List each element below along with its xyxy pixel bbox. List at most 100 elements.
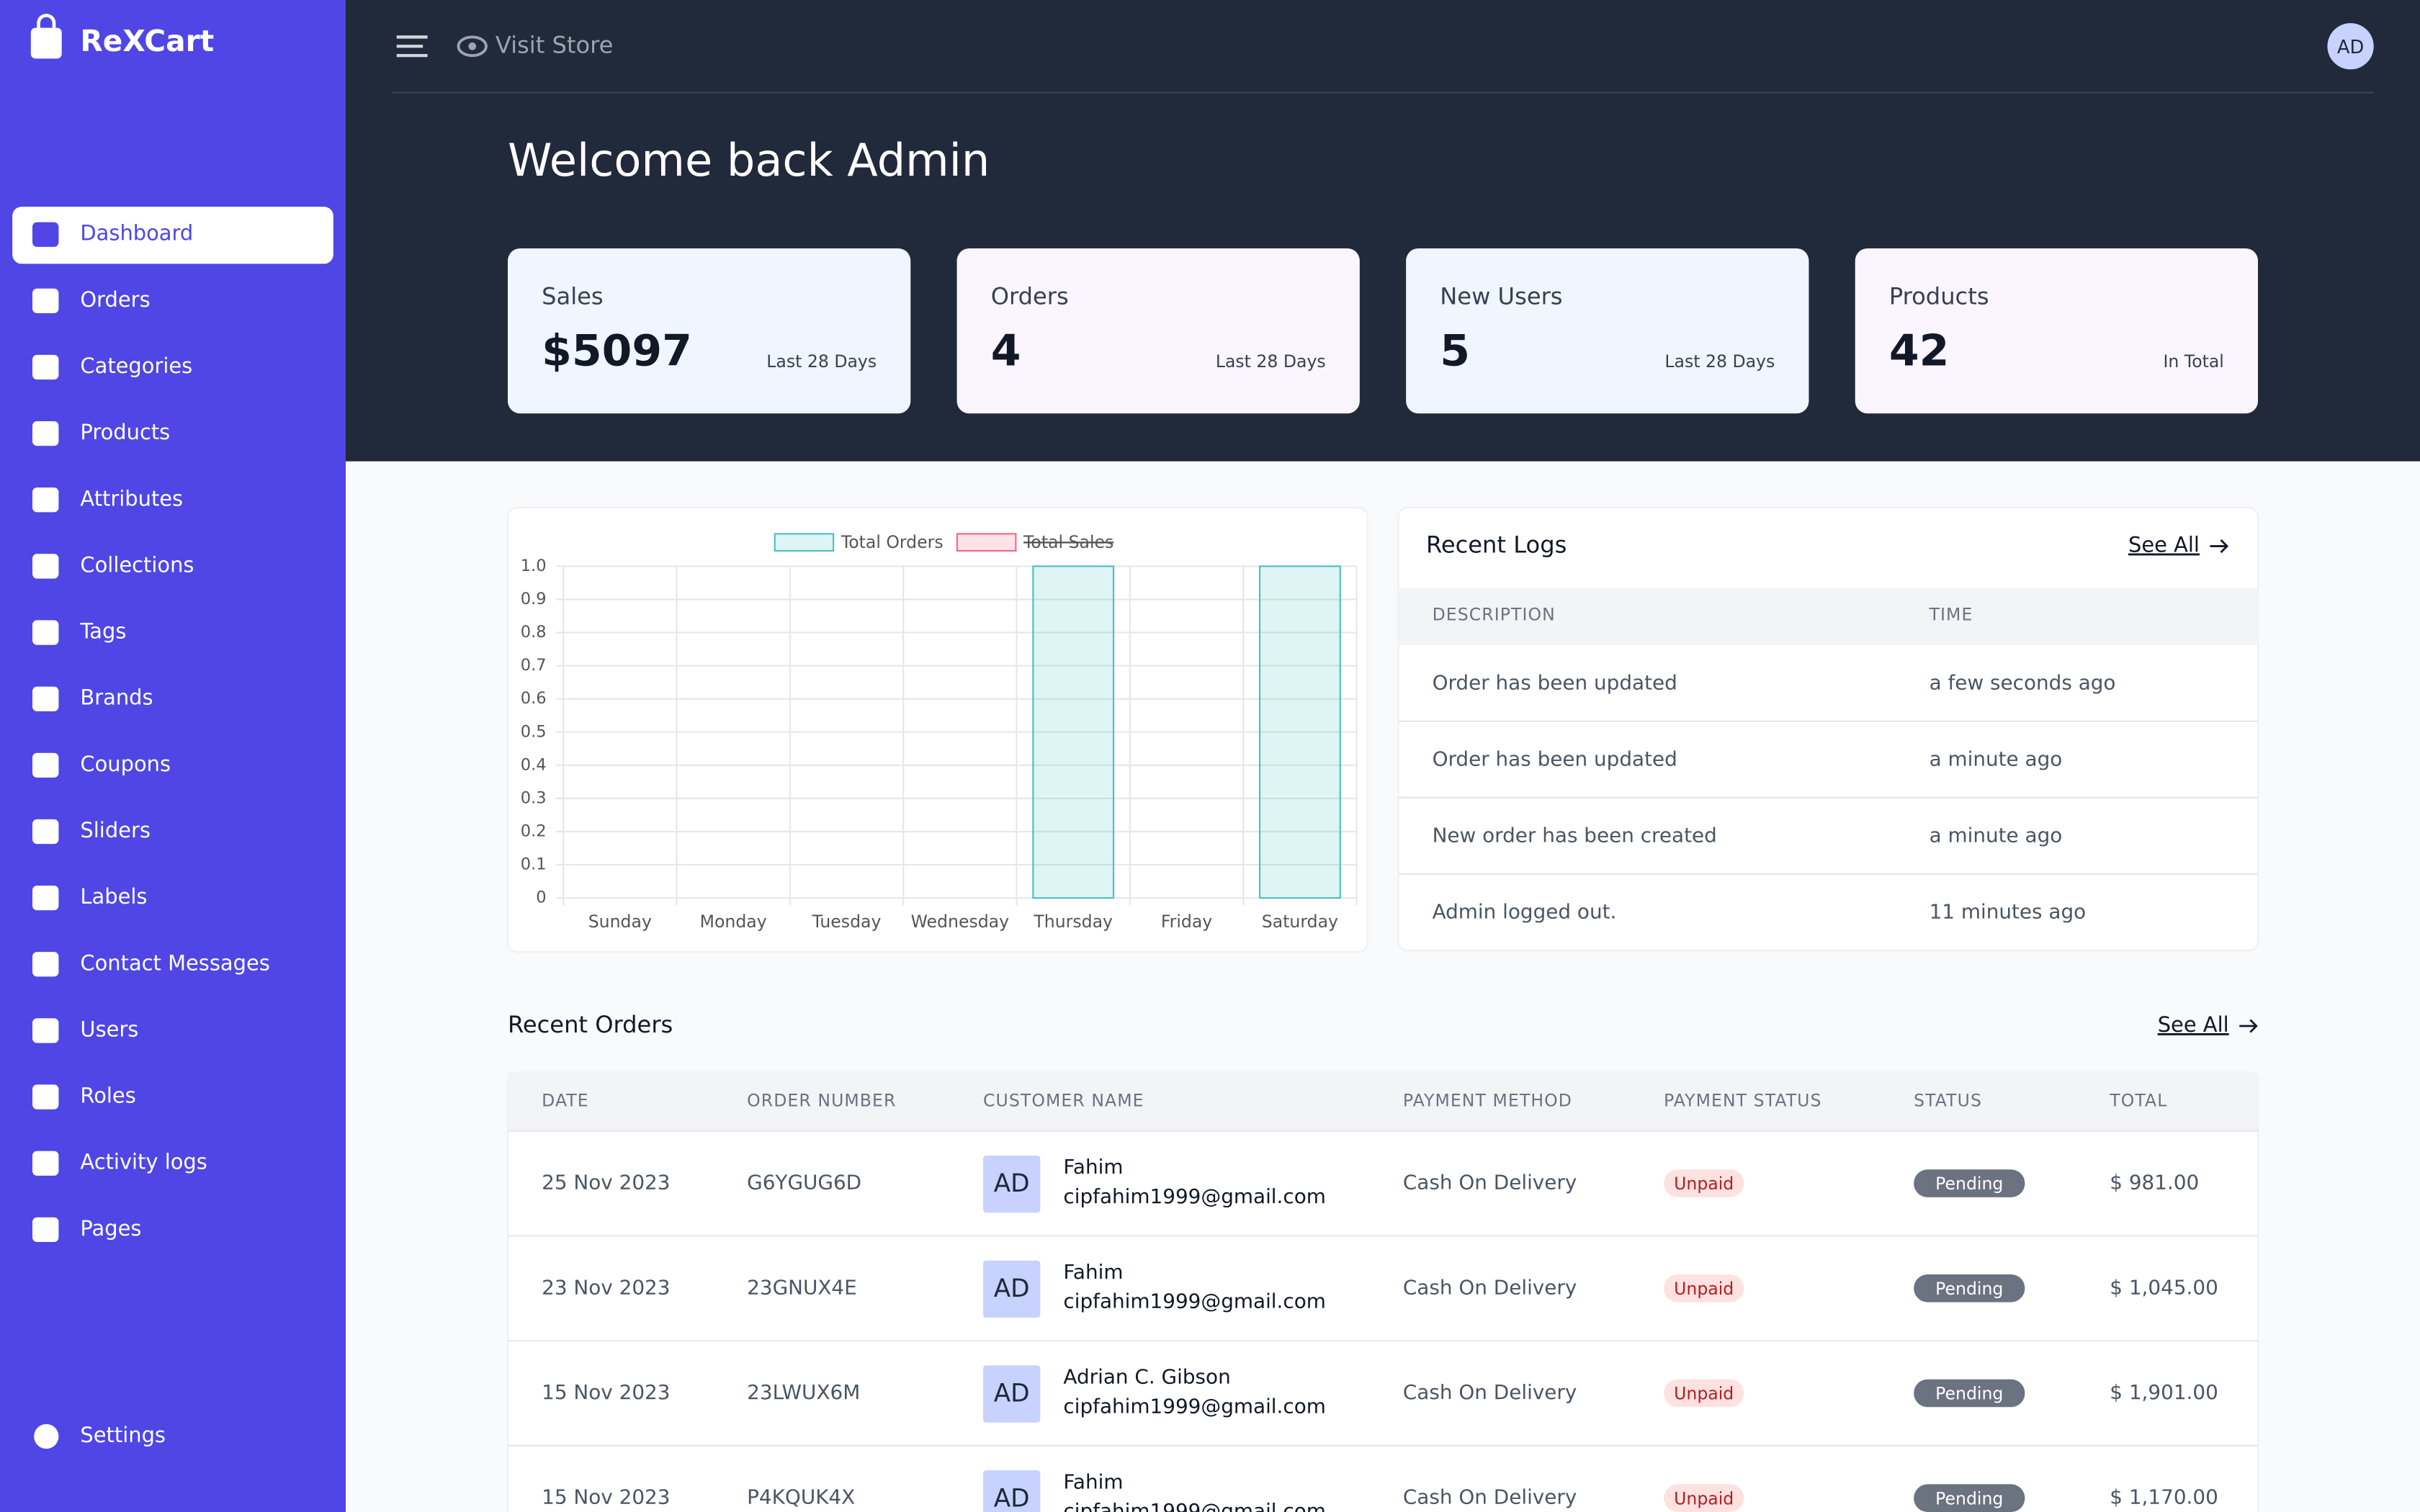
menu-item[interactable]: Categories xyxy=(80,354,192,378)
order-date: 15 Nov 2023 xyxy=(542,1485,670,1509)
y-tick-label: 0.7 xyxy=(521,656,547,675)
legend-label[interactable]: Total Orders xyxy=(841,532,944,552)
status-pill xyxy=(1914,1484,2025,1512)
legend-swatch[interactable] xyxy=(956,533,1017,552)
order-number: 23GNUX4E xyxy=(747,1275,857,1299)
stat-value: 4 xyxy=(991,325,1021,376)
menu-icon xyxy=(32,1151,59,1176)
stat-label: Products xyxy=(1889,283,1989,310)
legend-label[interactable]: Total Sales xyxy=(1023,532,1113,552)
order-status: Pending xyxy=(1935,1384,2003,1404)
menu-icon xyxy=(32,686,59,711)
customer-name: Adrian C. Gibson xyxy=(1063,1365,1230,1389)
menu-item[interactable]: Orders xyxy=(80,287,150,312)
log-cell: New order has been created xyxy=(1433,823,1717,847)
bar xyxy=(1032,565,1115,899)
menu-item[interactable]: Brands xyxy=(80,685,153,710)
log-cell: a few seconds ago xyxy=(1930,670,2116,694)
status-pill xyxy=(1914,1379,2025,1408)
avatar[interactable] xyxy=(2327,23,2374,70)
menu-item[interactable]: Products xyxy=(80,420,170,444)
payment-status: Unpaid xyxy=(1674,1279,1734,1299)
stat-card xyxy=(1855,248,2258,414)
payment-pill xyxy=(1664,1274,1744,1302)
menu-item[interactable]: Sliders xyxy=(80,818,150,842)
order-status: Pending xyxy=(1935,1488,2003,1508)
menu-active xyxy=(12,207,333,264)
menu-item[interactable]: Roles xyxy=(80,1084,135,1108)
order-total: $ 981.00 xyxy=(2110,1171,2199,1194)
x-tick-label: Sunday xyxy=(588,912,652,932)
menu-item[interactable]: Activity logs xyxy=(80,1150,207,1174)
stat-card xyxy=(956,248,1360,414)
stat-card xyxy=(1406,248,1809,414)
x-tick-label: Wednesday xyxy=(911,912,1009,932)
order-number: G6YGUG6D xyxy=(747,1171,861,1194)
order-total: $ 1,170.00 xyxy=(2110,1485,2218,1509)
menu-item[interactable]: Contact Messages xyxy=(80,950,269,975)
menu-item[interactable]: Dashboard xyxy=(80,221,193,246)
x-tick-label: Friday xyxy=(1161,912,1212,932)
customer-avatar-text: AD xyxy=(994,1274,1030,1303)
stat-card xyxy=(508,248,911,414)
visit-store[interactable]: Visit Store xyxy=(496,31,614,58)
y-tick-label: 0.4 xyxy=(521,755,547,774)
menu-item[interactable]: Pages xyxy=(80,1216,141,1241)
menu-icon xyxy=(32,421,59,446)
log-cell: a minute ago xyxy=(1930,747,2063,770)
stat-value: 5 xyxy=(1440,325,1470,376)
order-date: 15 Nov 2023 xyxy=(542,1380,670,1404)
menu-item[interactable]: Tags xyxy=(79,619,126,644)
menu-item[interactable]: Settings xyxy=(80,1423,166,1447)
customer-avatar xyxy=(983,1365,1041,1423)
menu-icon xyxy=(32,886,59,911)
settings-icon xyxy=(34,1423,59,1449)
x-tick-label: Saturday xyxy=(1262,912,1338,932)
x-tick-label: Thursday xyxy=(1033,912,1113,932)
customer-avatar-text: AD xyxy=(994,1380,1030,1408)
orders-column: CUSTOMER NAME xyxy=(983,1091,1144,1111)
menu-item[interactable]: Users xyxy=(80,1017,138,1041)
menu-item[interactable]: Labels xyxy=(80,884,147,909)
orders-title: Recent Orders xyxy=(508,1011,673,1038)
see-all[interactable]: See All xyxy=(2128,533,2200,557)
y-tick-label: 0.3 xyxy=(521,788,547,807)
payment-status: Unpaid xyxy=(1674,1174,1734,1194)
customer-name: Fahim xyxy=(1063,1260,1123,1284)
logs-head xyxy=(1398,588,2258,645)
menu-item[interactable]: Attributes xyxy=(80,486,183,510)
stat-label: Sales xyxy=(542,283,604,310)
menu-item[interactable]: Coupons xyxy=(80,752,171,776)
payment-pill xyxy=(1664,1379,1744,1408)
y-tick-label: 1.0 xyxy=(521,557,547,575)
chart-card xyxy=(506,506,1368,953)
menu-icon xyxy=(32,1084,59,1110)
welcome: Welcome back Admin xyxy=(508,134,990,186)
see-all[interactable]: See All xyxy=(2158,1012,2229,1037)
order-status: Pending xyxy=(1935,1279,2003,1299)
menu-icon xyxy=(32,819,59,845)
stat-note: Last 28 Days xyxy=(766,351,877,372)
orders-column: DATE xyxy=(542,1091,589,1111)
avatar-text: AD xyxy=(2337,37,2364,58)
payment-method: Cash On Delivery xyxy=(1403,1275,1577,1299)
menu-icon xyxy=(32,620,59,645)
customer-email: cipfahim1999@gmail.com xyxy=(1063,1394,1325,1418)
order-number: P4KQUK4X xyxy=(747,1485,855,1509)
legend-swatch[interactable] xyxy=(774,533,835,552)
logs-title: Recent Logs xyxy=(1426,531,1567,559)
menu-item[interactable]: Collections xyxy=(80,552,194,577)
log-cell: Order has been updated xyxy=(1433,670,1677,694)
order-date: 25 Nov 2023 xyxy=(542,1171,670,1194)
y-tick-label: 0.8 xyxy=(521,623,547,642)
stat-value: $5097 xyxy=(542,325,692,376)
bar xyxy=(1258,565,1341,899)
payment-status: Unpaid xyxy=(1674,1488,1734,1508)
logs-card xyxy=(1397,506,2259,952)
y-tick-label: 0.9 xyxy=(521,590,547,608)
y-tick-label: 0.5 xyxy=(521,722,547,741)
x-tick-label: Monday xyxy=(700,912,767,932)
payment-method: Cash On Delivery xyxy=(1403,1171,1577,1194)
